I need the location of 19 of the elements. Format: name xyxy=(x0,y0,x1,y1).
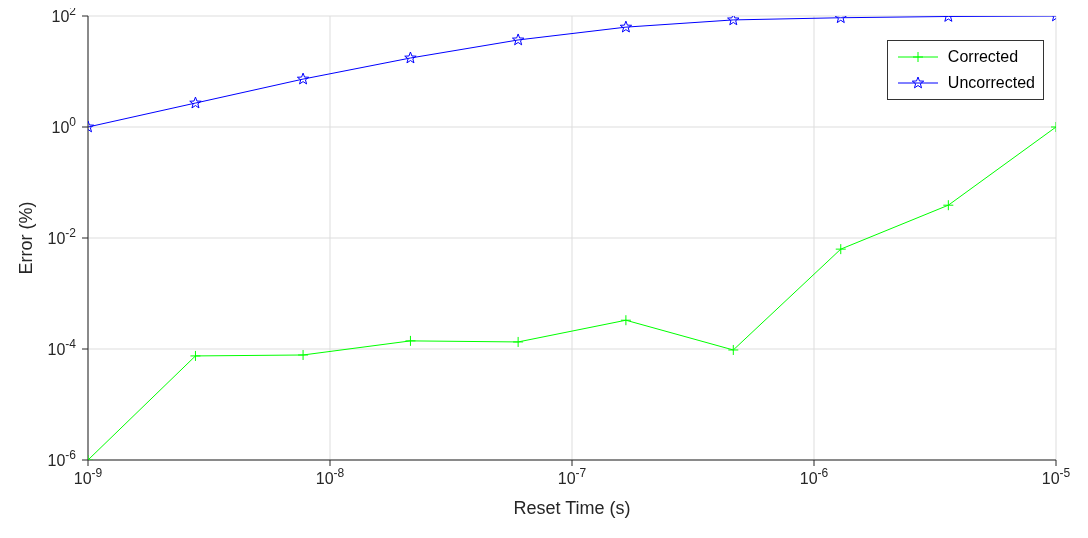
x-axis-title: Reset Time (s) xyxy=(513,498,631,518)
x-tick-label: 10$^{-9}$ xyxy=(73,466,103,487)
point xyxy=(511,33,525,46)
point xyxy=(619,20,633,33)
y-tick-label: 10$^{-4}$ xyxy=(47,337,77,358)
x-tick-label: 10$^{-7}$ xyxy=(557,466,587,487)
point xyxy=(189,96,202,109)
y-axis-title: Error (%) xyxy=(16,201,37,275)
y-tick-label: 10$^{-2}$ xyxy=(47,226,77,247)
point xyxy=(404,51,417,64)
x-tick-label: 10$^{-6}$ xyxy=(799,466,829,487)
legend-label: Uncorrected xyxy=(947,74,1035,92)
legend-label: Corrected xyxy=(947,48,1019,66)
y-tick-label: 10$^{-6}$ xyxy=(47,448,77,469)
x-tick-label: 10$^{-5}$ xyxy=(1041,466,1071,487)
x-tick-label: 10$^{-8}$ xyxy=(315,466,345,487)
y-tick-label: 10$^{0}$ xyxy=(51,115,77,136)
point xyxy=(296,72,310,85)
point xyxy=(727,16,740,26)
